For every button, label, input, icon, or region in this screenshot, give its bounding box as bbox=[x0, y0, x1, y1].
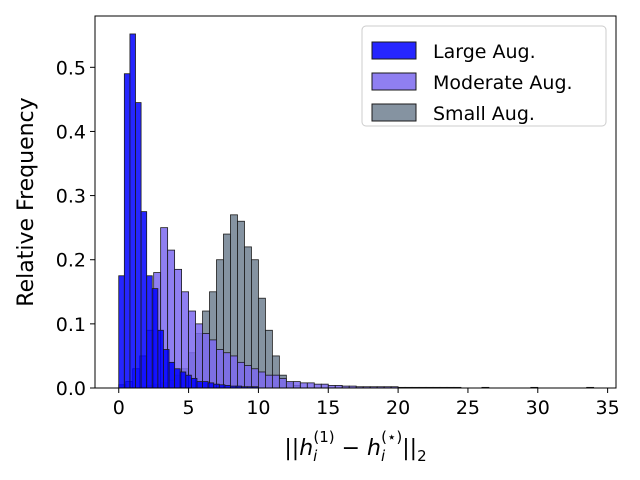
legend: Large Aug. Moderate Aug. Small Aug. bbox=[361, 25, 607, 127]
y-tick-label: 0.4 bbox=[56, 121, 86, 143]
histogram-bar bbox=[179, 371, 187, 389]
x-tick-label: 15 bbox=[316, 397, 340, 419]
x-tick-label: 5 bbox=[183, 397, 195, 419]
legend-box bbox=[361, 25, 607, 127]
y-tick-label: 0.1 bbox=[56, 314, 86, 336]
histogram-bar bbox=[118, 275, 125, 389]
histogram-bar bbox=[174, 368, 181, 389]
plot-frame bbox=[94, 15, 617, 389]
x-tick-label: 20 bbox=[386, 397, 410, 419]
legend-swatch bbox=[371, 103, 417, 122]
legend-label: Small Aug. bbox=[433, 103, 535, 125]
histogram-bar bbox=[129, 33, 136, 389]
y-tick-label: 0.0 bbox=[56, 378, 86, 400]
histogram-bar bbox=[271, 374, 280, 389]
x-tick-label: 25 bbox=[456, 397, 480, 419]
histogram-bar bbox=[146, 275, 153, 389]
histogram-bar bbox=[299, 382, 308, 389]
y-axis-ticks: 0.0 0.1 0.2 0.3 0.4 0.5 bbox=[56, 57, 95, 400]
legend-label: Moderate Aug. bbox=[433, 72, 573, 94]
histogram-bar bbox=[258, 371, 266, 389]
histogram-bar bbox=[135, 102, 142, 389]
y-tick-label: 0.5 bbox=[56, 57, 86, 79]
histogram-bar bbox=[202, 333, 210, 389]
histogram-bar bbox=[230, 355, 238, 389]
histogram-bar bbox=[292, 381, 301, 389]
histogram-bar bbox=[306, 382, 315, 389]
series-large-aug bbox=[118, 33, 259, 389]
histogram-bar bbox=[251, 368, 259, 389]
histogram-bar bbox=[278, 377, 287, 389]
histogram-bar bbox=[168, 361, 176, 389]
histogram-bar bbox=[140, 211, 148, 389]
y-axis-label: Relative Frequency bbox=[14, 97, 39, 306]
series-moderate-aug bbox=[118, 227, 595, 389]
legend-swatch bbox=[371, 72, 417, 91]
histogram-bar bbox=[237, 361, 245, 389]
histogram-bar bbox=[202, 381, 209, 389]
histogram-bars bbox=[118, 33, 595, 389]
x-tick-label: 35 bbox=[596, 397, 620, 419]
histogram-bar bbox=[209, 339, 217, 389]
histogram-bar bbox=[216, 349, 224, 389]
histogram-bar bbox=[285, 381, 294, 389]
x-tick-label: 10 bbox=[246, 397, 270, 419]
x-tick-label: 30 bbox=[526, 397, 550, 419]
histogram-bar bbox=[265, 374, 273, 389]
histogram-bar bbox=[190, 377, 198, 389]
y-tick-label: 0.3 bbox=[56, 186, 86, 208]
legend-swatch bbox=[371, 41, 417, 60]
x-tick-label: 0 bbox=[113, 397, 125, 419]
y-tick-label: 0.2 bbox=[56, 250, 86, 272]
histogram-bar bbox=[151, 288, 159, 389]
legend-label: Large Aug. bbox=[433, 41, 536, 63]
histogram-bar bbox=[163, 349, 170, 389]
histogram-bar bbox=[223, 352, 231, 389]
histogram-bar bbox=[123, 73, 131, 389]
histogram-bar bbox=[244, 365, 252, 389]
histogram-bar bbox=[313, 383, 322, 389]
histogram-bar bbox=[196, 381, 203, 389]
histogram-bar bbox=[157, 329, 164, 389]
histogram-bar bbox=[207, 382, 215, 389]
x-axis-label: ||hi(1) − hi(⋆)||2 bbox=[284, 428, 426, 465]
histogram-bar bbox=[320, 383, 329, 389]
histogram-bar bbox=[185, 374, 192, 389]
histogram-bar bbox=[213, 383, 220, 389]
x-axis-ticks: 0 5 10 15 20 25 30 35 bbox=[113, 388, 620, 419]
x-axis-label-text: ||hi(1) − hi(⋆)||2 bbox=[284, 428, 426, 465]
